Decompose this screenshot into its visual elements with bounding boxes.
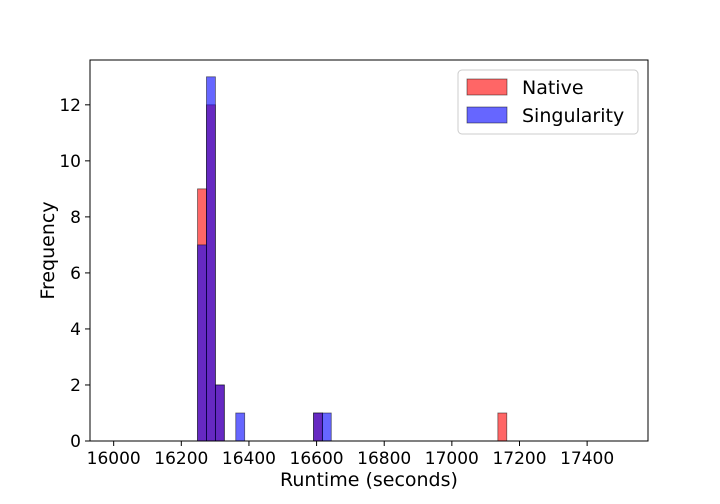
x-tick-label: 17400 (560, 449, 614, 469)
bar-singularity (235, 412, 246, 442)
y-tick-label: 8 (70, 208, 81, 228)
x-tick-label: 16600 (290, 449, 344, 469)
x-tick-label: 17000 (425, 449, 479, 469)
legend-swatch-singularity (466, 106, 508, 124)
y-axis: 0 2 4 6 8 10 12 (59, 96, 90, 452)
bar-singularity (321, 412, 332, 442)
y-tick-label: 10 (59, 152, 81, 172)
y-axis-label: Frequency (37, 201, 59, 299)
plot-frame (89, 59, 649, 442)
x-tick-label: 17200 (492, 449, 546, 469)
bar-singularity (197, 244, 207, 442)
y-tick-label: 0 (70, 432, 81, 452)
legend-swatch-native (466, 78, 508, 96)
x-tick-label: 16800 (357, 449, 411, 469)
x-tick-label: 16200 (154, 449, 208, 469)
x-axis: 16000 16200 16400 16600 16800 17000 17200 17400 (87, 441, 614, 469)
bar-singularity (313, 412, 323, 442)
bars-layer (197, 76, 508, 442)
y-tick-label: 12 (59, 96, 81, 116)
x-tick-label: 16000 (87, 449, 141, 469)
y-tick-label: 6 (70, 264, 81, 284)
bar-singularity (206, 76, 216, 442)
bar-singularity (214, 384, 225, 442)
y-tick-label: 4 (70, 320, 81, 340)
legend-label-native: Native (522, 77, 584, 99)
bar-native (497, 412, 508, 442)
y-tick-label: 2 (70, 376, 81, 396)
x-axis-label: Runtime (seconds) (280, 469, 458, 491)
x-tick-label: 16400 (222, 449, 276, 469)
legend: Native Singularity (457, 69, 639, 135)
legend-label-singularity: Singularity (522, 105, 624, 127)
